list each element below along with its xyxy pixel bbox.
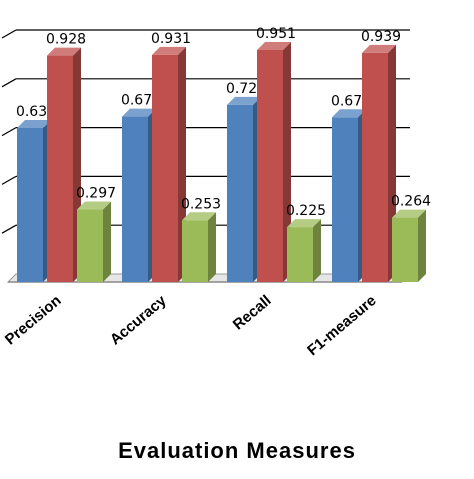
data-label: 0.675 [331, 93, 371, 109]
bar-top [332, 109, 366, 118]
data-label: 0.939 [361, 29, 401, 45]
data-label: 0.225 [286, 203, 326, 219]
bar [122, 116, 148, 283]
bar [47, 55, 73, 283]
bar [362, 52, 388, 282]
gridline-depth [1, 29, 17, 39]
bar [287, 227, 313, 282]
bar-top [362, 44, 396, 53]
category-label: F1-measure [304, 292, 379, 359]
data-label: 0.264 [391, 194, 431, 210]
bar-top [287, 219, 321, 228]
bar [257, 49, 283, 283]
bar [332, 117, 358, 282]
bar [227, 104, 253, 282]
gridline-depth [1, 78, 17, 88]
data-label: 0.928 [46, 32, 86, 48]
bar-top [227, 96, 261, 105]
bar-top [392, 209, 426, 218]
gridline-depth [1, 175, 17, 185]
bar-top [257, 41, 291, 50]
gridline-depth [1, 224, 17, 234]
data-label: 0.631 [16, 104, 56, 120]
gridline-depth [1, 127, 17, 137]
bar-top [182, 212, 216, 221]
data-label: 0.253 [181, 196, 221, 212]
category-label: Recall [230, 292, 275, 333]
bar [152, 54, 178, 282]
category-label: Accuracy [107, 292, 170, 349]
bar-side [208, 212, 216, 282]
bar-top [152, 46, 186, 55]
bar [77, 209, 103, 282]
data-label: 0.726 [226, 81, 266, 97]
bar-side [418, 209, 426, 282]
data-label: 0.951 [256, 26, 296, 42]
bar-top [17, 120, 51, 129]
bar-side [283, 41, 291, 283]
bar [182, 220, 208, 282]
bar-side [313, 219, 321, 282]
x-axis-title: Evaluation Measures [118, 438, 356, 463]
bar-top [47, 47, 81, 56]
bar-top [77, 201, 111, 210]
data-label: 0.297 [76, 186, 116, 202]
bar [392, 217, 418, 282]
category-label: Precision [2, 292, 65, 348]
bar-side [103, 201, 111, 282]
data-label: 0.678 [121, 93, 161, 109]
bar [17, 128, 43, 282]
bar-top [122, 108, 156, 117]
data-label: 0.931 [151, 31, 191, 47]
